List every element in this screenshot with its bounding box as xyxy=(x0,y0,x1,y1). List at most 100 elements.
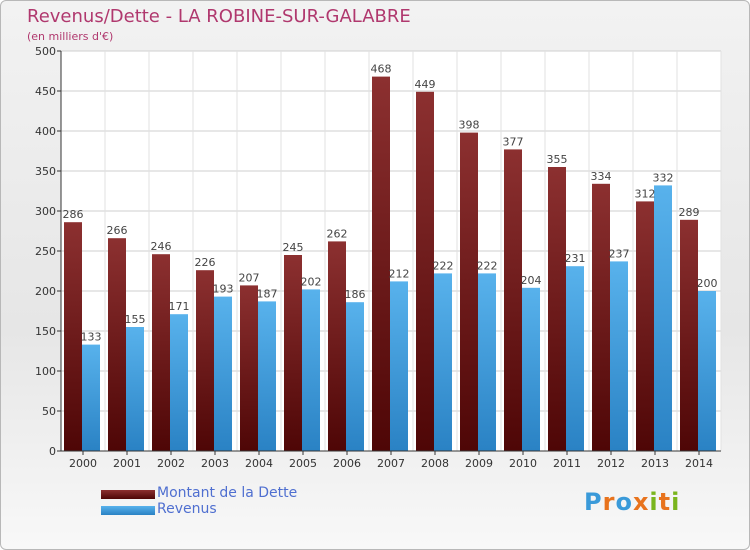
chart-subtitle: (en milliers d'€) xyxy=(27,30,114,43)
bar-revenue-2002 xyxy=(170,314,188,451)
legend-swatch-revenue xyxy=(101,506,155,515)
data-label-debt-2005: 245 xyxy=(283,241,304,254)
data-label-debt-2011: 355 xyxy=(547,153,568,166)
bar-revenue-2009 xyxy=(478,273,496,451)
y-tick-label: 300 xyxy=(35,205,56,218)
bar-debt-2000 xyxy=(64,222,82,451)
legend-swatch-debt xyxy=(101,490,155,499)
bar-debt-2004 xyxy=(240,285,258,451)
x-tick-label-2010: 2010 xyxy=(509,457,537,470)
data-label-debt-2013: 312 xyxy=(635,187,656,200)
bar-revenue-2012 xyxy=(610,261,628,451)
data-label-debt-2004: 207 xyxy=(239,271,260,284)
data-label-debt-2006: 262 xyxy=(327,227,348,240)
bar-debt-2001 xyxy=(108,238,126,451)
bar-revenue-2000 xyxy=(82,344,100,451)
x-tick-label-2006: 2006 xyxy=(333,457,361,470)
logo-letter: P xyxy=(584,488,603,516)
bar-revenue-2013 xyxy=(654,185,672,451)
data-label-debt-2000: 286 xyxy=(63,208,84,221)
bar-debt-2007 xyxy=(372,76,390,451)
logo-letter: i xyxy=(649,488,659,516)
bar-debt-2013 xyxy=(636,201,654,451)
bar-revenue-2007 xyxy=(390,281,408,451)
logo-letter: o xyxy=(615,488,633,516)
logo-letter: r xyxy=(602,488,616,516)
bar-revenue-2006 xyxy=(346,302,364,451)
y-tick-label: 0 xyxy=(49,445,56,458)
x-tick-label-2011: 2011 xyxy=(553,457,581,470)
x-tick-label-2000: 2000 xyxy=(69,457,97,470)
x-tick-label-2005: 2005 xyxy=(289,457,317,470)
logo-letter: t xyxy=(658,488,672,516)
x-tick-label-2013: 2013 xyxy=(641,457,669,470)
y-tick-label: 450 xyxy=(35,85,56,98)
y-tick-label: 400 xyxy=(35,125,56,138)
data-label-debt-2003: 226 xyxy=(195,256,216,269)
data-label-revenue-2006: 186 xyxy=(345,288,366,301)
data-label-revenue-2008: 222 xyxy=(433,259,454,272)
bar-debt-2002 xyxy=(152,254,170,451)
x-tick-label-2002: 2002 xyxy=(157,457,185,470)
x-tick-label-2001: 2001 xyxy=(113,457,141,470)
data-label-revenue-2001: 155 xyxy=(125,313,146,326)
bar-debt-2009 xyxy=(460,132,478,451)
x-tick-label-2004: 2004 xyxy=(245,457,273,470)
y-tick-label: 50 xyxy=(42,405,56,418)
y-tick-label: 200 xyxy=(35,285,56,298)
bar-revenue-2004 xyxy=(258,301,276,451)
y-tick-label: 250 xyxy=(35,245,56,258)
bar-debt-2005 xyxy=(284,255,302,451)
data-label-debt-2001: 266 xyxy=(107,224,128,237)
x-tick-label-2014: 2014 xyxy=(685,457,713,470)
data-label-revenue-2012: 237 xyxy=(609,247,630,260)
data-label-debt-2014: 289 xyxy=(679,206,700,219)
bar-debt-2003 xyxy=(196,270,214,451)
x-tick-label-2012: 2012 xyxy=(597,457,625,470)
bar-revenue-2010 xyxy=(522,287,540,451)
proxiti-logo: Proxiti xyxy=(584,488,680,516)
y-tick-label: 350 xyxy=(35,165,56,178)
data-label-debt-2009: 398 xyxy=(459,119,480,132)
data-label-revenue-2005: 202 xyxy=(301,275,322,288)
bar-revenue-2008 xyxy=(434,273,452,451)
x-tick-label-2003: 2003 xyxy=(201,457,229,470)
data-label-revenue-2011: 231 xyxy=(565,252,586,265)
data-label-revenue-2004: 187 xyxy=(257,287,278,300)
logo-letter: i xyxy=(671,488,681,516)
x-tick-label-2009: 2009 xyxy=(465,457,493,470)
data-label-revenue-2009: 222 xyxy=(477,259,498,272)
legend-label-revenue: Revenus xyxy=(157,501,217,517)
bar-debt-2011 xyxy=(548,167,566,451)
bar-debt-2008 xyxy=(416,91,434,452)
data-label-debt-2008: 449 xyxy=(415,78,436,91)
bar-debt-2010 xyxy=(504,149,522,451)
data-label-revenue-2000: 133 xyxy=(81,331,102,344)
data-label-revenue-2010: 204 xyxy=(521,274,542,287)
legend-label-debt: Montant de la Dette xyxy=(157,485,298,501)
x-tick-label-2007: 2007 xyxy=(377,457,405,470)
y-tick-label: 100 xyxy=(35,365,56,378)
data-label-debt-2010: 377 xyxy=(503,135,524,148)
x-tick-label-2008: 2008 xyxy=(421,457,449,470)
logo-letter: x xyxy=(632,488,650,516)
data-label-debt-2002: 246 xyxy=(151,240,172,253)
bar-debt-2012 xyxy=(592,183,610,452)
bar-revenue-2011 xyxy=(566,266,584,451)
bar-revenue-2001 xyxy=(126,327,144,451)
data-label-revenue-2007: 212 xyxy=(389,267,410,280)
data-label-revenue-2003: 193 xyxy=(213,283,234,296)
data-label-debt-2007: 468 xyxy=(371,63,392,76)
y-tick-label: 150 xyxy=(35,325,56,338)
data-label-debt-2012: 334 xyxy=(591,170,612,183)
data-label-revenue-2002: 171 xyxy=(169,300,190,313)
y-tick-label: 500 xyxy=(35,45,56,58)
chart-title: Revenus/Dette - LA ROBINE-SUR-GALABRE xyxy=(27,6,411,27)
bar-revenue-2003 xyxy=(214,296,232,451)
bar-debt-2014 xyxy=(680,219,698,451)
bar-revenue-2005 xyxy=(302,289,320,451)
bar-revenue-2014 xyxy=(698,291,716,451)
data-label-revenue-2013: 332 xyxy=(653,171,674,184)
